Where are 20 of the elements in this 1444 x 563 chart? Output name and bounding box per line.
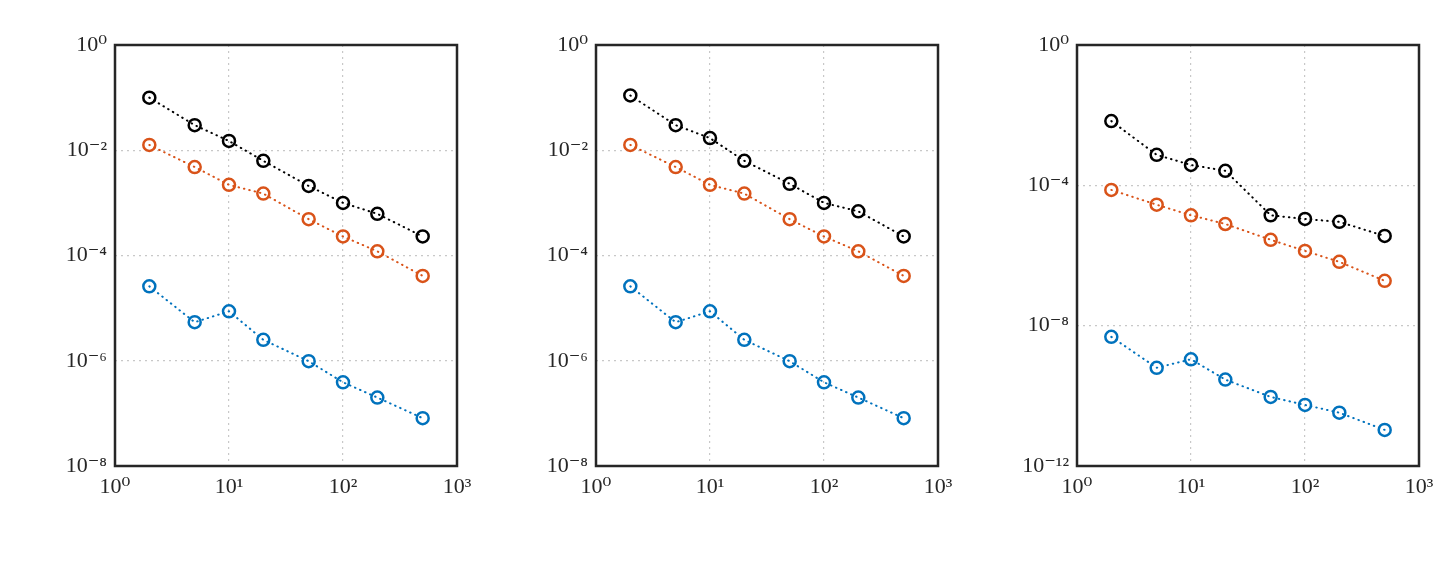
y-tick-label: 10⁰ [76,30,108,56]
x-tick-label: 10¹ [1176,472,1206,498]
x-tick-label: 10² [328,472,358,498]
y-tick-label: 10⁻⁴ [65,241,108,267]
x-tick-label: 10¹ [214,472,244,498]
x-tick-label: 10² [1290,472,1320,498]
y-tick-label: 10⁻⁶ [546,346,588,372]
x-tick-label: 10³ [1404,472,1434,498]
y-tick-label: 10⁰ [1038,30,1070,56]
y-tick-label: 10⁻⁸ [1027,311,1069,337]
x-tick-label: 10¹ [695,472,725,498]
y-tick-label: 10⁻⁴ [1027,171,1070,197]
y-tick-label: 10⁰ [557,30,589,56]
x-tick-label: 10³ [923,472,953,498]
x-tick-label: 10³ [442,472,472,498]
y-tick-label: 10⁻² [66,136,108,162]
y-tick-label: 10⁻⁶ [65,346,107,372]
x-tick-label: 10² [809,472,839,498]
y-tick-label: 10⁻⁴ [546,241,589,267]
y-tick-label: 10⁻² [547,136,589,162]
